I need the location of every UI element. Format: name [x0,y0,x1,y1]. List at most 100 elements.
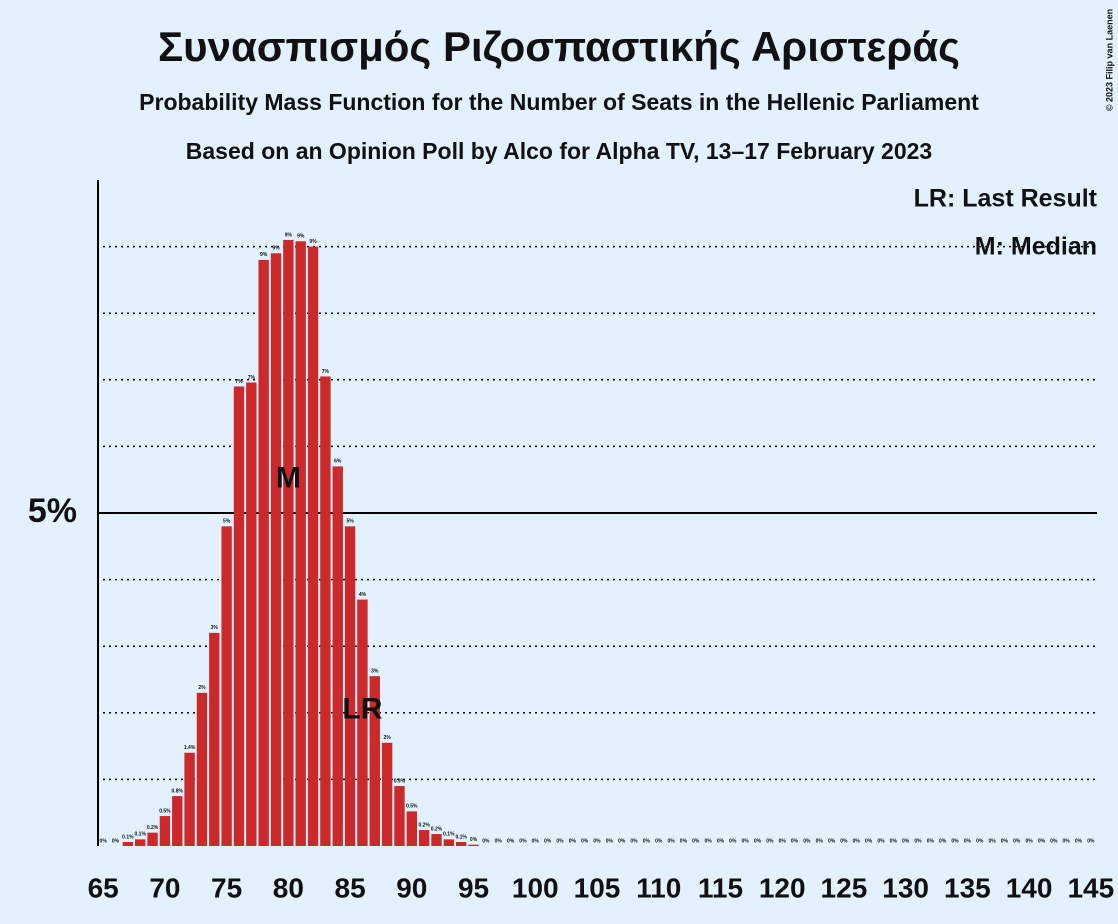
x-tick-label: 65 [88,872,119,903]
value-label: 0% [877,838,885,844]
value-label: 0% [532,838,540,844]
value-label: 0% [1001,838,1009,844]
copyright: © 2023 Filip van Laenen [1104,9,1114,111]
bar [184,752,195,846]
bar [468,844,479,846]
bar [332,466,343,846]
bar [381,742,393,846]
bar [406,811,417,846]
value-label: 0% [556,838,564,844]
value-label: 0% [1050,838,1058,844]
bar [172,796,183,846]
x-tick-label: 140 [1006,872,1053,903]
bar [233,386,245,846]
value-label: 0% [1038,838,1046,844]
value-label: 3% [211,625,219,631]
value-label: 0% [988,838,996,844]
bar [369,676,380,846]
value-label: 0.8% [172,788,184,794]
value-label: 0% [618,838,626,844]
bar [270,253,282,846]
x-tick-label: 100 [512,872,559,903]
x-tick-label: 145 [1067,872,1114,903]
value-label: 6% [334,459,342,465]
value-label: 0% [791,838,799,844]
value-label: 0% [630,838,638,844]
bar [159,816,171,846]
value-label: 0% [643,838,651,844]
bar [147,832,158,846]
value-label: 0% [729,838,737,844]
value-label: 7% [235,379,243,385]
value-label: 0% [1013,838,1021,844]
x-tick-label: 75 [211,872,242,903]
bar [394,786,405,846]
bar [443,839,455,846]
value-label: 0% [865,838,873,844]
value-label: 0% [927,838,935,844]
value-label: 0% [655,838,663,844]
y-tick-label: 5% [28,492,77,530]
bar [283,239,294,846]
bar [307,246,319,847]
x-tick-label: 80 [273,872,304,903]
bar [418,830,430,846]
x-tick-label: 135 [944,872,991,903]
value-label: 0% [680,838,688,844]
value-label: 0% [766,838,774,844]
value-label: 0% [1063,838,1071,844]
value-label: 0% [704,838,712,844]
value-label: 9% [297,234,305,240]
value-label: 0% [507,838,515,844]
value-label: 0% [951,838,959,844]
value-label: 0% [112,838,120,844]
chart-subtitle: Probability Mass Function for the Number… [139,89,979,115]
value-label: 0% [692,838,700,844]
x-tick-label: 95 [458,872,489,903]
value-label: 0% [939,838,947,844]
legend-entry: LR: Last Result [914,185,1098,213]
x-tick-label: 70 [149,872,180,903]
value-label: 0% [495,838,503,844]
value-label: 0.2% [431,826,443,832]
chart-subtitle: Based on an Opinion Poll by Alco for Alp… [186,138,932,164]
value-label: 0% [779,838,787,844]
value-label: 9% [260,252,268,258]
value-label: 0% [754,838,762,844]
value-label: 0% [100,838,108,844]
value-label: 0% [569,838,577,844]
x-tick-label: 120 [759,872,806,903]
x-tick-label: 105 [574,872,621,903]
chart-title: Συνασπισμός Ριζοσπαστικής Αριστεράς [158,23,960,70]
bar [135,839,146,846]
value-label: 0% [581,838,589,844]
value-label: 4% [359,592,367,598]
bar [258,259,269,846]
value-label: 0% [593,838,601,844]
value-label: 0.2% [418,822,430,828]
value-label: 0% [816,838,824,844]
value-label: 0% [1075,838,1083,844]
x-tick-label: 90 [396,872,427,903]
bar [196,692,208,846]
value-label: 0% [544,838,552,844]
value-label: 0.2% [147,825,159,831]
x-tick-label: 85 [335,872,366,903]
value-label: 7% [322,369,330,375]
x-tick-label: 125 [821,872,868,903]
value-label: 0.1% [455,834,467,840]
value-label: 0% [890,838,898,844]
bar [320,376,331,846]
value-label: 2% [384,735,392,741]
value-label: 0% [902,838,910,844]
value-label: 0.1% [135,832,147,838]
bar [295,241,306,847]
value-label: 0.1% [443,832,455,838]
value-label: 2% [198,685,206,691]
bar [344,526,356,846]
value-label: 0% [964,838,972,844]
value-label: 0.5% [406,804,418,810]
bar [456,842,467,846]
value-label: 0% [667,838,675,844]
value-label: 5% [223,519,231,525]
